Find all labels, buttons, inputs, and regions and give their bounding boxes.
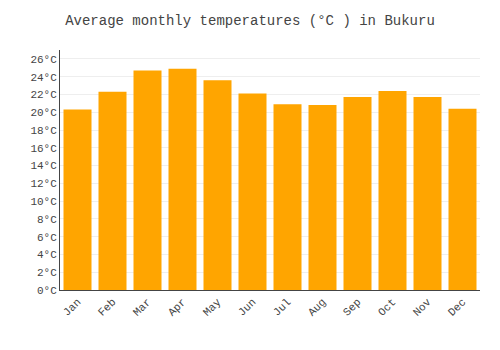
svg-text:Mar: Mar — [131, 296, 153, 318]
svg-text:Aug: Aug — [306, 296, 328, 318]
svg-text:Sep: Sep — [341, 296, 363, 318]
svg-text:18°C: 18°C — [30, 125, 57, 137]
svg-text:12°C: 12°C — [30, 178, 57, 190]
svg-text:0°C: 0°C — [37, 285, 57, 297]
svg-text:Feb: Feb — [96, 296, 118, 318]
svg-text:May: May — [201, 296, 224, 319]
svg-text:Apr: Apr — [166, 296, 188, 318]
svg-text:Jul: Jul — [271, 296, 293, 318]
svg-text:2°C: 2°C — [37, 267, 57, 279]
svg-text:Average monthly temperatures (: Average monthly temperatures (°C ) in Bu… — [65, 13, 435, 29]
svg-text:26°C: 26°C — [30, 54, 57, 66]
svg-text:22°C: 22°C — [30, 89, 57, 101]
svg-text:Jan: Jan — [61, 296, 83, 318]
svg-text:10°C: 10°C — [30, 196, 57, 208]
svg-text:14°C: 14°C — [30, 160, 57, 172]
svg-text:Jun: Jun — [236, 296, 258, 318]
svg-text:24°C: 24°C — [30, 72, 57, 84]
svg-text:Dec: Dec — [446, 296, 468, 318]
svg-text:Oct: Oct — [376, 296, 398, 318]
svg-text:6°C: 6°C — [37, 232, 57, 244]
svg-text:20°C: 20°C — [30, 107, 57, 119]
svg-text:Nov: Nov — [411, 296, 434, 319]
svg-text:4°C: 4°C — [37, 249, 57, 261]
svg-text:16°C: 16°C — [30, 143, 57, 155]
svg-text:8°C: 8°C — [37, 214, 57, 226]
